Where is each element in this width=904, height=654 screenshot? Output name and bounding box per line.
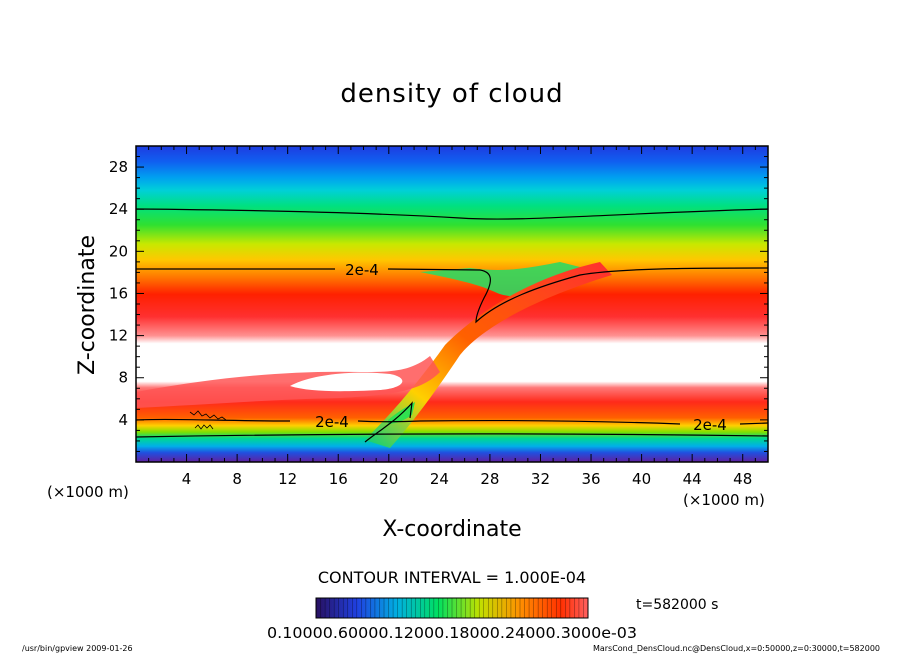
x-tick-label: 36 xyxy=(581,470,600,488)
cloud-plume xyxy=(365,262,612,448)
x-tick-label: 20 xyxy=(379,470,398,488)
x-tick-label: 24 xyxy=(430,470,449,488)
y-tick-label: 12 xyxy=(109,327,128,345)
time-label: t=582000 s xyxy=(636,597,718,613)
x-tick-label: 4 xyxy=(182,470,192,488)
y-tick-label: 4 xyxy=(118,411,128,429)
contour-4-left xyxy=(136,418,291,422)
contour-noise xyxy=(189,410,227,430)
y-axis-label: Z-coordinate xyxy=(75,235,100,375)
chart-title: density of cloud xyxy=(340,79,563,109)
clear-pocket xyxy=(290,372,403,392)
contour-label-lower-right: 2e-4 xyxy=(693,416,727,434)
contour-18-mid xyxy=(387,267,768,324)
contour-interval: CONTOUR INTERVAL = 1.000E-04 xyxy=(318,568,586,587)
x-tick-label: 12 xyxy=(278,470,297,488)
contour-4-right xyxy=(739,422,768,425)
contour-plume xyxy=(364,401,413,443)
footer-right: MarsCond_DensCloud.nc@DensCloud,x=0:5000… xyxy=(593,644,880,653)
y-tick-label: 28 xyxy=(109,158,128,176)
y-tick-label: 8 xyxy=(118,369,128,387)
x-tick-label: 32 xyxy=(531,470,550,488)
x-tick-label: 28 xyxy=(480,470,499,488)
y-tick-label: 24 xyxy=(109,200,128,218)
colorbar-labels: 0.10000.60000.12000.18000.24000.3000e-03 xyxy=(267,624,637,642)
x-tick-label: 16 xyxy=(329,470,348,488)
density-field xyxy=(136,146,768,462)
y-tick-label: 20 xyxy=(109,242,128,260)
x-tick-label: 44 xyxy=(683,470,702,488)
colorbar-stripes xyxy=(315,598,589,618)
x-axis-label: X-coordinate xyxy=(382,517,521,542)
contour-24 xyxy=(136,208,768,220)
x-axis-ticks: 4 8 12 16 20 24 28 32 36 40 44 48 xyxy=(135,146,769,488)
y-tick-label: 16 xyxy=(109,284,128,302)
plot-area xyxy=(136,146,768,462)
footer-left: /usr/bin/gpview 2009-01-26 xyxy=(22,644,133,653)
lower-cloud-layer xyxy=(136,356,440,408)
contour-low xyxy=(136,433,768,438)
contour-label-lower-left: 2e-4 xyxy=(315,413,349,431)
x-tick-label: 8 xyxy=(232,470,242,488)
x-tick-label: 48 xyxy=(733,470,752,488)
x-unit-right: (×1000 m) xyxy=(683,491,765,509)
x-tick-label: 40 xyxy=(632,470,651,488)
contour-label-upper: 2e-4 xyxy=(345,261,379,279)
contour-4-mid xyxy=(357,420,681,425)
x-unit-left: (×1000 m) xyxy=(47,483,129,501)
contours xyxy=(136,208,768,443)
y-axis-ticks: 4 8 12 16 20 24 28 xyxy=(109,145,768,463)
